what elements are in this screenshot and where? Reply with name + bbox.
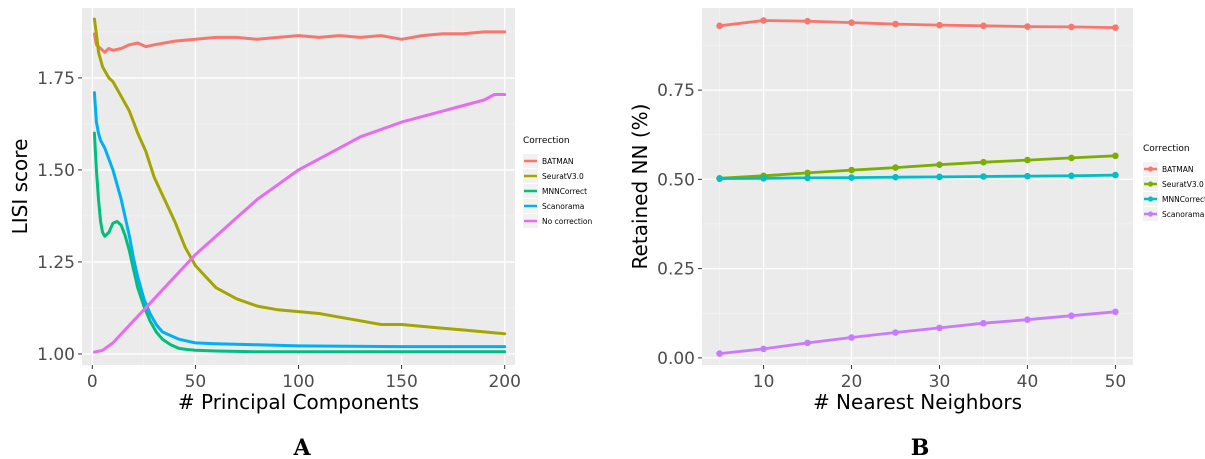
y-axis-title: LISI score	[8, 139, 32, 235]
data-point-seuratv3-0	[1112, 152, 1119, 160]
data-point-scanorama	[1112, 308, 1119, 316]
legend-label: Scanorama	[542, 202, 584, 211]
legend-label: BATMAN	[542, 157, 574, 166]
series-line-no-correction	[92, 93, 507, 354]
y-axis-title: Retained NN (%)	[628, 104, 652, 270]
panel-label: A	[292, 435, 311, 459]
data-point-mnncorrect	[1068, 172, 1075, 180]
data-point-batman	[760, 17, 767, 24]
data-point-mnncorrect	[1024, 172, 1031, 180]
plot-background	[702, 8, 1133, 365]
legend-label: Scanorama	[1162, 210, 1204, 219]
data-point-mnncorrect	[1112, 171, 1119, 179]
series-line-batman	[718, 19, 1117, 30]
y-tick-label: 0.75	[657, 81, 695, 101]
x-tick-label: 150	[385, 372, 417, 392]
data-point-scanorama	[716, 350, 723, 357]
data-point-scanorama	[760, 345, 767, 353]
x-tick-label: 20	[841, 372, 863, 392]
y-tick-label: 1.75	[37, 69, 75, 89]
data-point-batman	[804, 17, 811, 25]
x-tick-label: 50	[185, 372, 207, 392]
y-tick-label: 1.50	[37, 161, 75, 181]
y-tick-label: 0.00	[657, 349, 695, 369]
data-point-seuratv3-0	[1024, 156, 1031, 164]
data-point-batman	[1024, 23, 1031, 30]
y-tick-label: 1.00	[37, 345, 75, 365]
data-point-batman	[716, 22, 723, 30]
data-point-scanorama	[980, 319, 987, 327]
series-line-scanorama	[92, 91, 507, 349]
panel-b-retained-nn-chart: 10 20 30 40 50 0.00 0.25 0.50 0.75 # Nearest Neig…	[628, 8, 1133, 459]
data-point-mnncorrect	[716, 175, 723, 182]
legend-label: MNNCorrect	[542, 187, 587, 196]
legend-key-point	[1147, 196, 1154, 202]
legend-label: MNNCorrect	[1162, 195, 1205, 204]
data-point-batman	[848, 19, 855, 26]
panel-a-legend: Correction BATMAN SeuratV3.0 MNNCorrect Scan…	[523, 136, 593, 228]
data-point-seuratv3-0	[848, 166, 855, 174]
legend-label: SeuratV3.0	[1162, 180, 1204, 189]
data-point-scanorama	[804, 339, 811, 347]
legend-label: SeuratV3.0	[542, 172, 584, 181]
data-point-mnncorrect	[892, 173, 899, 181]
data-point-batman	[892, 20, 899, 28]
data-point-batman	[1112, 24, 1119, 31]
data-point-scanorama	[1068, 312, 1075, 320]
data-point-batman	[980, 22, 987, 30]
x-tick-label: 10	[753, 372, 775, 392]
data-point-scanorama	[848, 334, 855, 341]
x-tick-label: 30	[929, 372, 951, 392]
x-tick-label: 50	[1105, 372, 1127, 392]
y-tick-label: 0.50	[657, 170, 695, 190]
data-point-seuratv3-0	[980, 158, 987, 166]
data-point-batman	[1068, 23, 1075, 31]
data-point-scanorama	[1024, 316, 1031, 323]
legend-label: BATMAN	[1162, 165, 1194, 174]
data-point-scanorama	[936, 324, 943, 332]
data-point-mnncorrect	[760, 174, 767, 182]
series-line-mnncorrect	[718, 173, 1117, 181]
y-tick-label: 1.25	[37, 253, 75, 273]
x-tick-label: 200	[488, 372, 520, 392]
x-tick-label: 0	[87, 372, 98, 392]
series-line-mnncorrect	[92, 131, 507, 354]
x-axis-title: # Nearest Neighbors	[813, 390, 1022, 414]
data-point-mnncorrect	[848, 174, 855, 181]
series-line-scanorama	[718, 310, 1117, 356]
x-tick-label: 100	[282, 372, 314, 392]
data-point-mnncorrect	[936, 173, 943, 181]
x-axis-title: # Principal Components	[178, 390, 419, 414]
data-point-scanorama	[892, 329, 899, 336]
data-point-seuratv3-0	[804, 169, 811, 177]
series-line-seuratv3-0	[92, 17, 507, 336]
legend-title: Correction	[523, 136, 570, 146]
data-point-mnncorrect	[804, 174, 811, 182]
legend-key-point	[1147, 211, 1154, 217]
panel-b-legend: Correction BATMAN SeuratV3.0 MNNCorrect Scan…	[1143, 144, 1205, 221]
y-tick-label: 0.25	[657, 260, 695, 280]
legend-key-point	[1147, 166, 1154, 172]
data-point-mnncorrect	[980, 173, 987, 180]
series-line-seuratv3-0	[718, 154, 1117, 180]
series-line-batman	[92, 30, 507, 54]
data-point-seuratv3-0	[892, 164, 899, 171]
data-point-seuratv3-0	[936, 161, 943, 169]
data-point-batman	[936, 21, 943, 29]
legend-label: No correction	[542, 217, 593, 226]
legend-title: Correction	[1143, 144, 1190, 154]
data-point-seuratv3-0	[1068, 154, 1075, 162]
panel-label: B	[911, 435, 930, 459]
legend-key-point	[1147, 181, 1154, 187]
panel-a-lisi-chart: 0 50 100 150 200 1.00 1.25 1.50 1.75 # Principal …	[8, 8, 521, 459]
x-tick-label: 40	[1017, 372, 1039, 392]
